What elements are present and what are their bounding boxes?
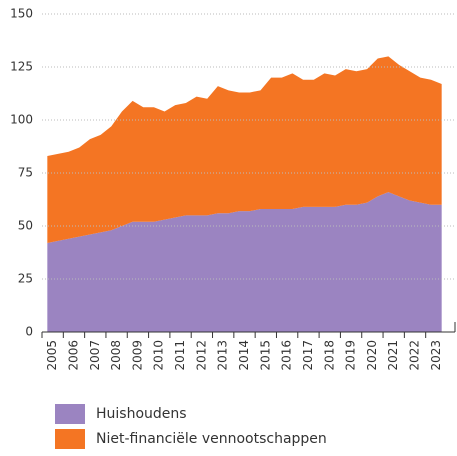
x-tick-label: 2013 [216, 340, 230, 371]
legend-label: Niet-financiële vennootschappen [96, 431, 327, 447]
x-tick-label: 2007 [88, 340, 102, 371]
y-tick-label: 75 [18, 166, 33, 180]
x-tick-label: 2023 [429, 340, 443, 371]
x-tick-label: 2010 [152, 340, 166, 371]
y-tick-label: 150 [10, 7, 33, 21]
x-tick-label: 2012 [194, 340, 208, 371]
x-tick-label: 2022 [408, 340, 422, 371]
x-tick-label: 2020 [365, 340, 379, 371]
y-tick-label: 50 [18, 219, 33, 233]
x-tick-label: 2005 [45, 340, 59, 371]
x-tick-label: 2006 [66, 340, 80, 371]
x-tick-label: 2021 [386, 340, 400, 371]
x-tick-label: 2009 [130, 340, 144, 371]
area [47, 56, 442, 243]
x-tick-label: 2008 [109, 340, 123, 371]
legend-swatch [55, 404, 85, 424]
y-tick-label: 0 [25, 325, 33, 339]
x-tick-label: 2015 [258, 340, 272, 371]
x-tick-label: 2011 [173, 340, 187, 371]
area [47, 192, 442, 332]
x-tick-label: 2018 [322, 340, 336, 371]
x-tick-label: 2014 [237, 340, 251, 371]
x-tick-label: 2016 [280, 340, 294, 371]
y-tick-label: 100 [10, 113, 33, 127]
y-tick-label: 125 [10, 60, 33, 74]
y-tick-label: 25 [18, 272, 33, 286]
legend-swatch [55, 429, 85, 449]
legend-label: Huishoudens [96, 406, 187, 422]
x-tick-label: 2019 [344, 340, 358, 371]
x-tick-label: 2017 [301, 340, 315, 371]
legend: Huishoudens Niet-financiële vennootschapp… [55, 404, 327, 449]
